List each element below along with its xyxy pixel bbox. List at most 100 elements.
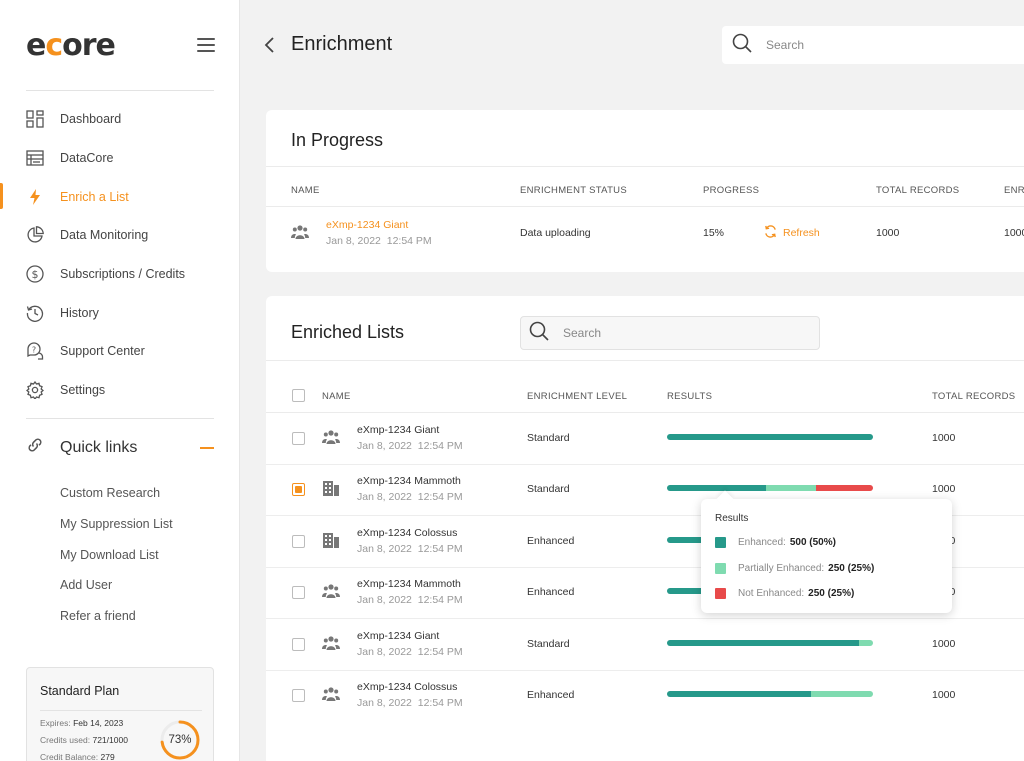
list-name[interactable]: eXmp-1234 Giant	[357, 629, 440, 642]
row-checkbox[interactable]	[292, 534, 305, 548]
row-checkbox[interactable]	[292, 637, 305, 651]
sidebar-item-subscriptions[interactable]: $ Subscriptions / Credits	[0, 255, 240, 294]
partial-swatch	[715, 563, 726, 574]
tooltip-not-enhanced: Not Enhanced: 250 (25%)	[715, 588, 854, 599]
sidebar-item-data-monitoring[interactable]: Data Monitoring	[0, 216, 240, 255]
search-icon	[732, 33, 752, 58]
enrichment-level: Enhanced	[527, 689, 575, 701]
people-icon	[322, 429, 340, 445]
people-icon	[322, 635, 340, 651]
enriched-search-box[interactable]	[520, 316, 820, 350]
back-icon[interactable]	[263, 36, 277, 54]
refresh-button[interactable]: Refresh	[764, 225, 820, 241]
divider	[26, 418, 214, 419]
people-icon	[322, 583, 340, 599]
pie-chart-icon	[26, 226, 44, 244]
tooltip-title: Results	[715, 513, 749, 524]
people-icon	[291, 224, 309, 240]
quick-links-header[interactable]: Quick links	[26, 436, 214, 459]
in-progress-list-name[interactable]: eXmp-1234 Giant	[326, 219, 409, 231]
sidebar-item-dashboard[interactable]: Dashboard	[0, 100, 240, 139]
row-divider	[266, 515, 1024, 517]
sidebar-item-label: History	[60, 305, 99, 320]
results-segment-enhanced	[667, 485, 766, 492]
list-name[interactable]: eXmp-1234 Mammoth	[357, 578, 461, 591]
building-icon	[322, 532, 340, 548]
divider	[26, 90, 214, 91]
results-segment-not	[816, 485, 873, 492]
column-header-name: NAME	[291, 185, 320, 196]
row-checkbox[interactable]	[292, 432, 305, 445]
sidebar-item-label: Support Center	[60, 344, 145, 359]
link-icon	[26, 436, 44, 459]
list-date: Jan 8, 2022 12:54 PM	[357, 491, 463, 504]
list-date: Jan 8, 2022 12:54 PM	[357, 440, 463, 452]
top-search-box[interactable]	[722, 26, 1024, 64]
refresh-icon	[764, 225, 777, 241]
history-icon	[26, 304, 44, 322]
menu-icon[interactable]	[197, 38, 215, 52]
sidebar-nav: Dashboard DataCore Enrich a List Data Mo…	[0, 100, 240, 410]
quick-link-download-list[interactable]: My Download List	[60, 547, 159, 562]
divider	[266, 360, 1024, 361]
dollar-icon: $	[26, 265, 44, 283]
list-date: Jan 8, 2022 12:54 PM	[357, 594, 463, 607]
datacore-icon	[26, 149, 44, 167]
top-search-input[interactable]	[766, 38, 986, 52]
ecore-logo[interactable]: ecore	[26, 28, 116, 63]
list-date: Jan 8, 2022 12:54 PM	[357, 542, 463, 555]
divider	[40, 710, 202, 711]
list-name[interactable]: eXmp-1234 Giant	[357, 424, 440, 436]
enrichment-level: Enhanced	[527, 586, 575, 599]
list-date: Jan 8, 2022 12:54 PM	[357, 697, 463, 709]
sidebar-item-settings[interactable]: Settings	[0, 371, 240, 410]
divider	[266, 166, 1024, 167]
support-icon: ?	[26, 342, 44, 361]
page-title: Enrichment	[291, 33, 393, 55]
in-progress-list-date: Jan 8, 2022 12:54 PM	[326, 235, 432, 247]
select-all-checkbox[interactable]	[292, 389, 305, 402]
quick-link-add-user[interactable]: Add User	[60, 578, 113, 593]
results-bar[interactable]	[667, 691, 873, 697]
list-name[interactable]: eXmp-1234 Mammoth	[357, 475, 461, 488]
collapse-icon[interactable]	[200, 446, 214, 449]
results-segment-enhanced	[667, 434, 873, 440]
sidebar-item-label: Dashboard	[60, 112, 122, 127]
total-records: 1000	[932, 432, 956, 444]
total-records: 1000	[932, 637, 956, 650]
list-name[interactable]: eXmp-1234 Colossus	[357, 681, 458, 693]
quick-link-refer-friend[interactable]: Refer a friend	[60, 609, 136, 624]
plan-card: Standard Plan Expires: Feb 14, 2023 Cred…	[26, 667, 214, 761]
search-icon	[529, 321, 549, 346]
enriched-search-input[interactable]	[563, 326, 793, 340]
results-bar[interactable]	[667, 434, 873, 440]
results-segment-enhanced	[667, 691, 812, 697]
sidebar-item-enrich-a-list[interactable]: Enrich a List	[0, 177, 240, 216]
not-enhanced-swatch	[715, 588, 726, 599]
sidebar-item-support-center[interactable]: ? Support Center	[0, 332, 240, 371]
credits-progress-ring	[160, 720, 200, 760]
quick-link-custom-research[interactable]: Custom Research	[60, 486, 161, 500]
row-divider	[266, 669, 1024, 671]
tooltip-enhanced: Enhanced: 500 (50%)	[715, 537, 836, 548]
row-checkbox[interactable]	[292, 689, 305, 702]
tooltip-partially-enhanced: Partially Enhanced: 250 (25%)	[715, 563, 874, 574]
column-header-enriched: ENRI	[1004, 185, 1024, 196]
divider	[266, 206, 1024, 207]
in-progress-card: In Progress NAME ENRICHMENT STATUS PROGR…	[266, 110, 1024, 272]
sidebar-item-label: Enrich a List	[60, 189, 129, 204]
sidebar-item-datacore[interactable]: DataCore	[0, 139, 240, 178]
results-segment-partial	[811, 691, 873, 697]
divider	[266, 412, 1024, 413]
row-checkbox[interactable]	[292, 586, 305, 600]
sidebar-item-label: DataCore	[60, 151, 114, 166]
enrichment-level: Standard	[527, 483, 570, 496]
enrichment-level: Standard	[527, 637, 570, 650]
quick-link-suppression-list[interactable]: My Suppression List	[60, 516, 173, 531]
row-checkbox[interactable]	[292, 483, 305, 497]
list-name[interactable]: eXmp-1234 Colossus	[357, 526, 458, 539]
results-bar[interactable]	[667, 639, 873, 646]
refresh-label: Refresh	[783, 227, 820, 239]
results-bar[interactable]	[667, 485, 873, 492]
sidebar-item-history[interactable]: History	[0, 293, 240, 332]
